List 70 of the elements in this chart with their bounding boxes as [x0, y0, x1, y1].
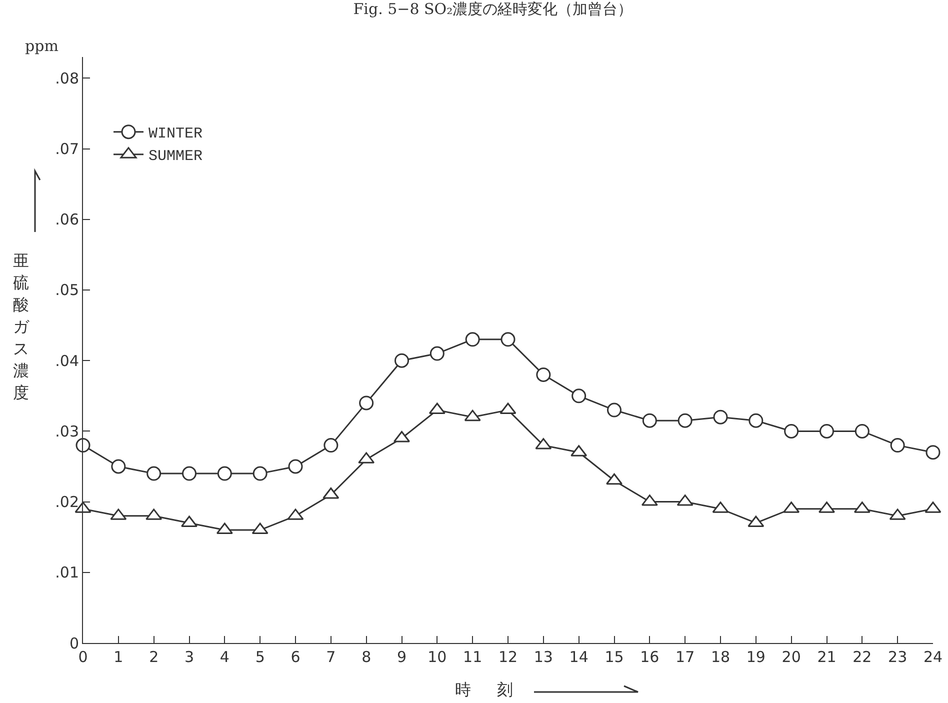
x-tick-label: 5 — [255, 648, 265, 666]
point — [784, 424, 799, 438]
x-tick-label: 3 — [184, 648, 194, 666]
point — [854, 424, 870, 438]
point — [500, 332, 516, 347]
point — [536, 367, 551, 382]
x-tick-label: 22 — [852, 648, 872, 666]
point — [607, 402, 622, 418]
x-tick-label: 18 — [710, 648, 730, 666]
y-tick-label: .05 — [55, 281, 79, 300]
point — [146, 466, 162, 481]
point — [252, 522, 268, 534]
x-tick-label: 8 — [362, 648, 372, 666]
y-tick-label: .02 — [55, 493, 79, 512]
point — [820, 424, 834, 438]
legend-label: WINTER — [148, 126, 203, 143]
x-tick-label: 7 — [326, 648, 336, 666]
x-tick-label: 13 — [534, 648, 553, 666]
y-axis-title: 亜硫酸ガス濃度 — [12, 250, 30, 404]
point — [182, 466, 196, 481]
point — [288, 459, 303, 474]
x-tick-label: 4 — [220, 648, 230, 666]
y-tick-label: 0 — [69, 634, 79, 652]
y-tick-label: .03 — [55, 422, 79, 440]
point — [500, 402, 516, 414]
point — [430, 346, 444, 361]
point — [890, 438, 905, 453]
legend-label: SUMMER — [148, 148, 203, 166]
point — [252, 466, 268, 481]
x-tick-label: 11 — [463, 648, 482, 666]
y-tick-label: .07 — [55, 140, 79, 158]
point — [464, 410, 481, 422]
y-tick-label: .04 — [55, 352, 79, 370]
x-tick-label: 24 — [923, 648, 943, 666]
x-tick-label: 12 — [498, 648, 518, 666]
point — [217, 466, 232, 481]
x-tick-label: 16 — [640, 648, 660, 666]
point — [713, 410, 728, 424]
point — [926, 445, 940, 460]
x-axis-title: 時刻 — [455, 680, 539, 701]
point — [216, 522, 233, 534]
x-tick-label: 15 — [604, 648, 624, 666]
x-tick-label: 6 — [290, 648, 300, 666]
point — [324, 438, 338, 453]
point — [748, 413, 764, 428]
x-tick-label: 1 — [114, 648, 124, 666]
x-tick-label: 9 — [396, 648, 407, 666]
chart-title: Fig. 5−8 SO₂濃度の経時変化（加曾台） — [353, 0, 633, 18]
point — [465, 332, 480, 347]
x-tick-label: 17 — [676, 648, 695, 666]
x-tick-label: 14 — [569, 648, 588, 666]
x-tick-label: 10 — [428, 648, 447, 666]
point — [76, 438, 90, 453]
x-tick-label: 2 — [149, 648, 159, 666]
point — [359, 396, 374, 410]
x-tick-label: 19 — [746, 648, 766, 666]
point — [678, 413, 692, 428]
point — [572, 388, 586, 404]
point — [111, 459, 126, 474]
x-tick-label: 20 — [782, 648, 801, 666]
point — [642, 413, 657, 428]
point — [428, 402, 446, 414]
y-tick-label: .06 — [55, 210, 79, 229]
point — [394, 353, 409, 368]
text: ppm — [25, 37, 58, 55]
y-tick-label: .08 — [55, 69, 79, 88]
y-tick-label: .01 — [55, 564, 79, 582]
point — [322, 487, 340, 499]
x-tick-label: 21 — [817, 648, 836, 666]
x-tick-label: 23 — [888, 648, 908, 666]
